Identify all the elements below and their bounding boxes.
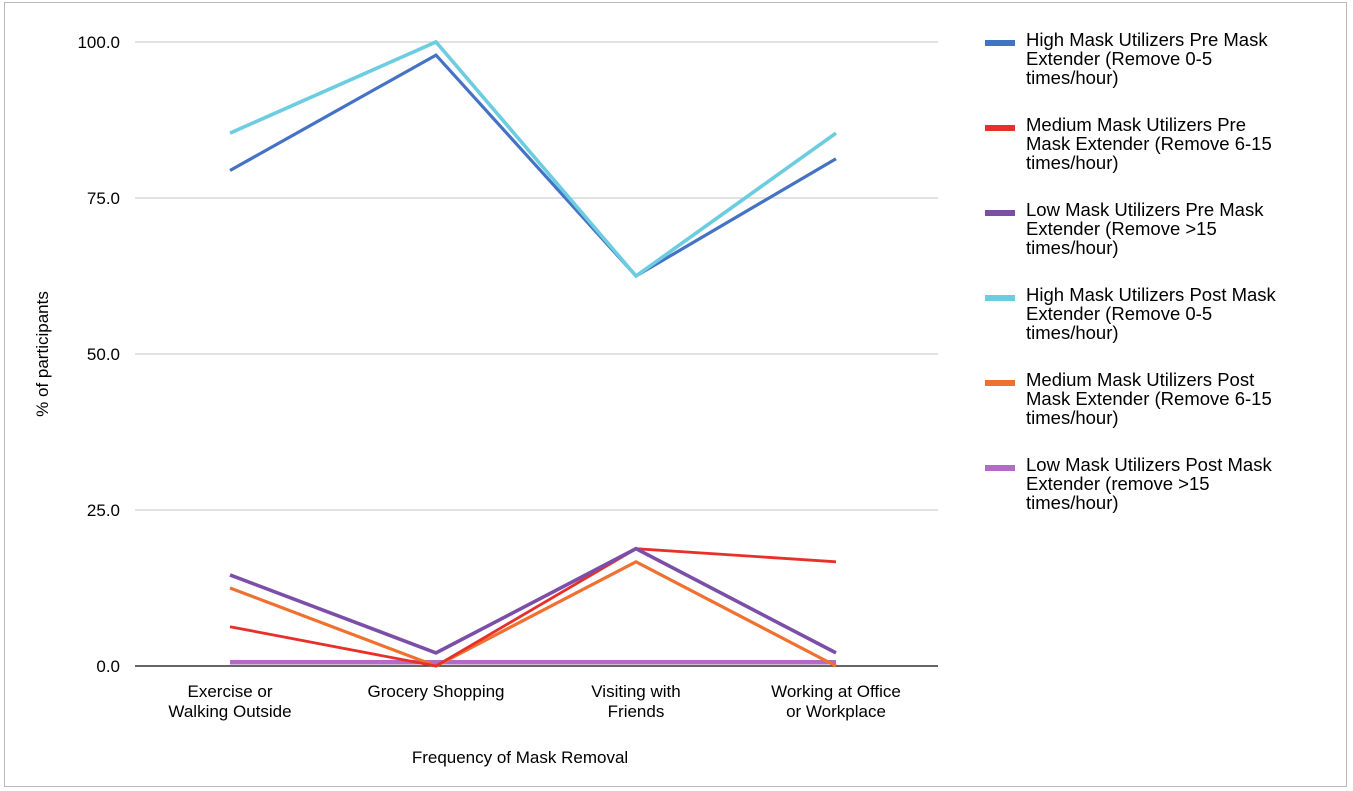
legend-item: High Mask Utilizers Pre Mask Extender (Re… [985,30,1345,140]
series-line [229,53,837,279]
legend-label: Medium Mask Utilizers Pre Mask Extender (… [1026,114,1272,173]
legend-swatch [985,295,1015,301]
series-line [229,547,837,668]
legend-swatch [985,125,1015,131]
y-tick-label: 100.0 [77,33,120,52]
legend-swatch [985,210,1015,216]
x-tick-labels: Exercise or Walking Outside Grocery Shoppi… [168,682,900,721]
y-axis-title: % of participants [33,291,52,417]
series-line [229,39,838,279]
y-tick-label: 25.0 [87,501,120,520]
legend-swatch [985,380,1015,386]
legend-item: Medium Mask Utilizers Post Mask Extender … [985,370,1345,480]
legend-label: High Mask Utilizers Pre Mask Extender (Re… [1026,29,1268,88]
legend-item: High Mask Utilizers Post Mask Extender (R… [985,285,1345,395]
x-tick-label: Grocery Shopping [367,682,504,701]
series-line [229,559,837,668]
y-tick-label: 75.0 [87,189,120,208]
x-tick-label: Visiting with Friends [591,682,680,721]
legend-item: Low Mask Utilizers Post Mask Extender (re… [985,455,1345,565]
legend-swatch [985,40,1015,46]
x-tick-label: Working at Office or Workplace [771,682,901,721]
legend-label: High Mask Utilizers Post Mask Extender (R… [1026,284,1276,343]
legend-swatch [985,465,1015,471]
legend-label: Low Mask Utilizers Pre Mask Extender (Rem… [1026,199,1264,258]
chart-frame [4,2,1347,787]
legend-label: Medium Mask Utilizers Post Mask Extender … [1026,369,1272,428]
gridlines [135,41,938,667]
x-axis-title: Frequency of Mask Removal [412,748,628,767]
y-tick-label: 50.0 [87,345,120,364]
series-lines [229,39,838,668]
y-tick-labels: 0.0 25.0 50.0 75.0 100.0 [77,33,120,676]
y-tick-label: 0.0 [96,657,120,676]
series-line [229,546,837,655]
legend-item: Low Mask Utilizers Pre Mask Extender (Rem… [985,200,1345,310]
legend-label: Low Mask Utilizers Post Mask Extender (re… [1026,454,1272,513]
x-tick-label: Exercise or Walking Outside [168,682,291,721]
legend-item: Medium Mask Utilizers Pre Mask Extender (… [985,115,1345,225]
